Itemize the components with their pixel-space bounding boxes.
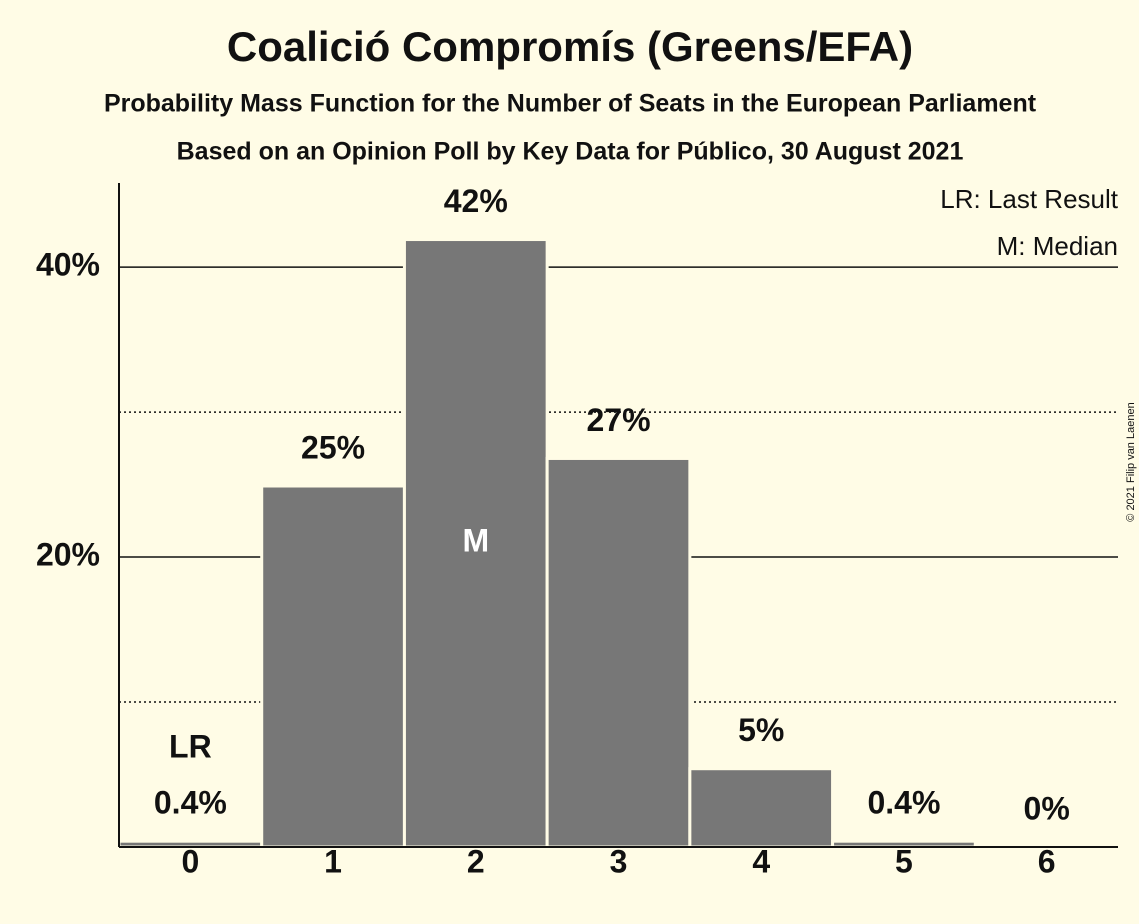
value-label: 27%	[586, 402, 650, 438]
y-tick-label: 40%	[36, 247, 100, 283]
x-tick-label: 0	[181, 843, 199, 879]
x-tick-label: 3	[610, 843, 628, 879]
x-tick-label: 1	[324, 843, 342, 879]
bar	[402, 238, 549, 849]
x-tick-label: 6	[1038, 843, 1056, 879]
x-tick-label: 4	[752, 843, 770, 879]
bar	[545, 456, 692, 849]
legend-entry: LR: Last Result	[940, 184, 1119, 214]
value-label: 5%	[738, 712, 784, 748]
chart-subtitle: Probability Mass Function for the Number…	[104, 90, 1037, 118]
marker-label: LR	[169, 729, 212, 765]
value-label: 42%	[444, 183, 508, 219]
value-label: 0.4%	[867, 785, 940, 821]
marker-label: M	[462, 523, 489, 559]
chart-title: Coalició Compromís (Greens/EFA)	[227, 23, 913, 70]
y-tick-label: 20%	[36, 536, 100, 572]
bar	[260, 484, 406, 849]
x-tick-label: 5	[895, 843, 913, 879]
value-label: 0%	[1024, 790, 1070, 826]
value-label: 25%	[301, 429, 365, 465]
chart-subtitle: Based on an Opinion Poll by Key Data for…	[177, 138, 964, 166]
bar	[688, 767, 835, 849]
legend-entry: M: Median	[997, 231, 1118, 261]
x-tick-label: 2	[467, 843, 485, 879]
copyright: © 2021 Filip van Laenen	[1125, 402, 1137, 521]
value-label: 0.4%	[154, 785, 227, 821]
